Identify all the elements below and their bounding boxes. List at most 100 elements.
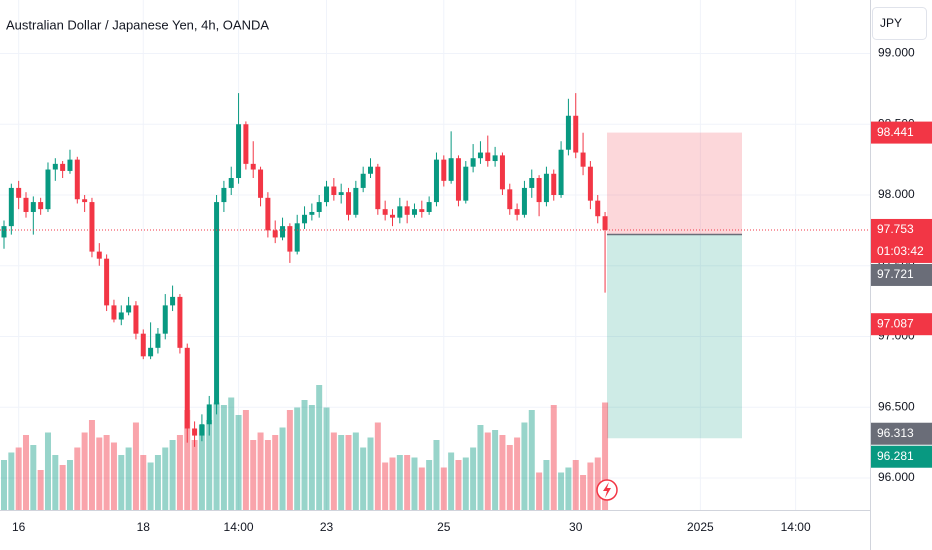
candle-body <box>316 202 322 212</box>
candle-body <box>368 166 373 174</box>
candle-body <box>192 428 198 436</box>
candle-body <box>448 158 454 181</box>
price-label-bg <box>871 218 932 263</box>
candle-body <box>67 159 73 171</box>
candle-body <box>595 200 601 217</box>
candle-body <box>243 124 249 164</box>
currency-button[interactable] <box>872 7 927 40</box>
volume-bar <box>66 460 73 510</box>
volume-bar <box>455 460 462 510</box>
candle-body <box>74 159 80 200</box>
candle-body <box>375 166 381 210</box>
volume-bar <box>118 455 125 510</box>
volume-bar <box>294 407 301 510</box>
candle-body <box>52 163 58 170</box>
volume-bar <box>140 455 147 510</box>
volume-bar <box>396 455 403 510</box>
x-tick-label: 18 <box>137 520 151 534</box>
volume-bar <box>330 432 337 510</box>
volume-bar <box>316 385 323 510</box>
x-tick-label: 16 <box>12 520 26 534</box>
candle-body <box>206 404 212 425</box>
target-zone <box>607 234 742 439</box>
candle-body <box>118 312 124 320</box>
candle-body <box>280 226 286 238</box>
candle-body <box>353 187 359 215</box>
volume-bar <box>433 440 440 510</box>
volume-bar <box>169 440 176 510</box>
candle-body <box>60 163 66 171</box>
volume-bar <box>147 462 154 510</box>
candle-body <box>177 296 183 348</box>
volume-bar <box>587 462 594 510</box>
volume-bar <box>418 467 425 510</box>
volume-bar <box>594 457 601 510</box>
volume-bar <box>323 407 330 510</box>
volume-bar <box>191 440 198 510</box>
volume-bar <box>81 432 88 510</box>
replay-icon[interactable] <box>596 479 618 501</box>
volume-bar <box>1 460 7 510</box>
volume-bar <box>440 467 447 510</box>
candle-body <box>455 158 461 201</box>
candle-body <box>250 163 256 170</box>
volume-bar <box>565 467 572 510</box>
candle-body <box>397 206 403 218</box>
candle-body <box>477 152 483 159</box>
volume-bar <box>499 435 506 510</box>
candle-body <box>96 251 102 259</box>
candle-body <box>419 209 425 212</box>
volume-bar <box>338 435 345 510</box>
volume-bar <box>44 432 51 510</box>
volume-bar <box>426 460 433 510</box>
candle-body <box>111 305 117 320</box>
volume-bar <box>528 410 535 510</box>
candle-body <box>302 214 308 224</box>
candle-body <box>140 333 146 357</box>
volume-bar <box>264 440 271 510</box>
volume-bar <box>37 470 44 510</box>
candle-body <box>426 202 432 212</box>
candle-body <box>558 149 564 195</box>
currency-label: JPY <box>880 16 902 30</box>
volume-bar <box>602 402 609 510</box>
price-label: 97.087 <box>871 313 932 336</box>
x-tick-label: 25 <box>437 520 451 534</box>
candle-body <box>104 258 110 306</box>
candle-body <box>38 202 44 210</box>
price-label-bg <box>871 445 932 468</box>
candle-body <box>148 347 154 357</box>
volume-bar <box>30 445 37 510</box>
candle-body <box>536 178 542 203</box>
x-tick-label: 14:00 <box>781 520 811 534</box>
volume-bar <box>154 455 161 510</box>
chart-title: Australian Dollar / Japanese Yen, 4h, OA… <box>6 17 269 32</box>
volume-bar <box>103 435 110 510</box>
candle-body <box>228 178 234 188</box>
candle-body <box>389 214 395 218</box>
candle-body <box>382 209 388 215</box>
candle-body <box>214 202 220 405</box>
candle-body <box>492 155 498 162</box>
position-tool[interactable] <box>607 132 742 439</box>
volume-bar <box>521 422 528 510</box>
volume-bar <box>220 405 227 510</box>
candle-body <box>221 187 227 203</box>
countdown-text: 01:03:42 <box>877 244 924 258</box>
candle-body <box>309 211 315 215</box>
icon-bolt <box>603 482 611 498</box>
y-tick-label: 99.000 <box>878 46 915 60</box>
candle-body <box>521 187 527 215</box>
volume-bar <box>536 472 543 510</box>
volume-bar <box>272 435 279 510</box>
candle-body <box>573 115 579 153</box>
volume-bar <box>52 455 59 510</box>
candle-body <box>324 186 330 203</box>
volume-bar <box>411 457 418 510</box>
price-label: 96.281 <box>871 445 932 468</box>
candle-body <box>485 152 491 162</box>
price-label: 97.753 01:03:42 <box>871 218 932 263</box>
candle-body <box>411 209 417 215</box>
